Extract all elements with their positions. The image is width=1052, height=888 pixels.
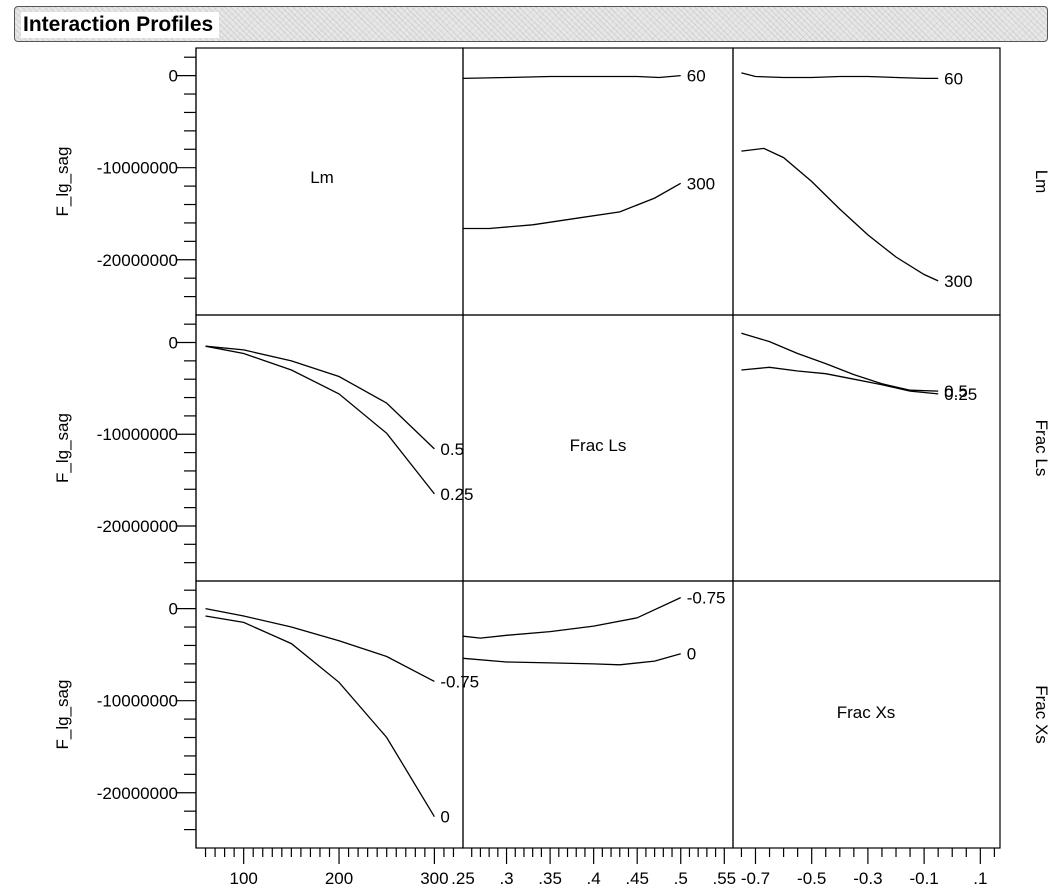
profile-line [463,182,682,230]
profile-line [741,332,939,392]
series-end-label: 0.25 [440,485,473,504]
profile-line [205,607,435,682]
profile-line [462,597,681,639]
series-end-label: 60 [687,67,706,86]
profile-line [741,147,939,282]
report-title: Interaction Profiles [21,12,220,38]
y-tick-label: 0 [169,67,178,86]
y-tick-label: -20000000 [97,784,178,803]
row-factor-label: Frac Ls [1032,420,1051,477]
series-end-label: -0.75 [440,672,479,691]
panel-frame [732,580,1001,849]
series-end-label: 300 [687,174,715,193]
row-factor-label: Frac Xs [1032,685,1051,744]
series-end-label: 0.25 [944,385,977,404]
series-end-label: 0.5 [944,382,968,401]
row-factor-label: Lm [1032,170,1051,194]
panel-frame [732,314,1001,582]
x-tick-label: -0.3 [853,869,882,888]
diagonal-factor-label: Lm [310,168,334,187]
panel-frame [462,580,734,849]
x-tick-label: .4 [587,869,601,888]
series-end-label: 0 [687,645,696,664]
x-tick-label: .55 [712,869,736,888]
profile-line [205,615,435,818]
series-end-label: 0 [440,808,449,827]
series-end-label: 60 [944,69,963,88]
x-tick-label: .35 [538,869,562,888]
series-end-label: 300 [944,272,972,291]
profile-line [205,345,435,495]
x-tick-label: 100 [229,869,257,888]
y-tick-label: -10000000 [97,159,178,178]
series-end-label: -0.75 [687,589,726,608]
y-tick-label: 0 [169,334,178,353]
profile-line [462,653,681,666]
report-header[interactable]: Interaction Profiles [14,6,1048,42]
profile-line [741,72,939,80]
y-tick-label: -10000000 [97,692,178,711]
y-tick-label: 0 [169,600,178,619]
profile-line [462,74,681,80]
profile-line [205,345,435,450]
x-tick-label: .3 [499,869,513,888]
x-tick-label: 200 [325,869,353,888]
y-axis-label: F_lg_sag [53,413,72,483]
x-tick-label: 300 [420,869,448,888]
y-axis-label: F_lg_sag [53,680,72,750]
x-tick-label: .5 [674,869,688,888]
x-tick-label: -0.7 [741,869,770,888]
diagonal-factor-label: Frac Ls [570,436,627,455]
x-tick-label: -0.5 [797,869,826,888]
profile-line [741,366,939,395]
panel-frame [195,314,464,582]
diagonal-factor-label: Frac Xs [837,703,896,722]
y-tick-label: -20000000 [97,517,178,536]
x-tick-label: -0.1 [909,869,938,888]
y-axis-label: F_lg_sag [53,147,72,217]
x-tick-label: .25 [451,869,475,888]
x-tick-label: .1 [973,869,987,888]
y-tick-label: -10000000 [97,425,178,444]
y-tick-label: -20000000 [97,251,178,270]
x-tick-label: .45 [625,869,649,888]
series-end-label: 0.5 [440,440,464,459]
